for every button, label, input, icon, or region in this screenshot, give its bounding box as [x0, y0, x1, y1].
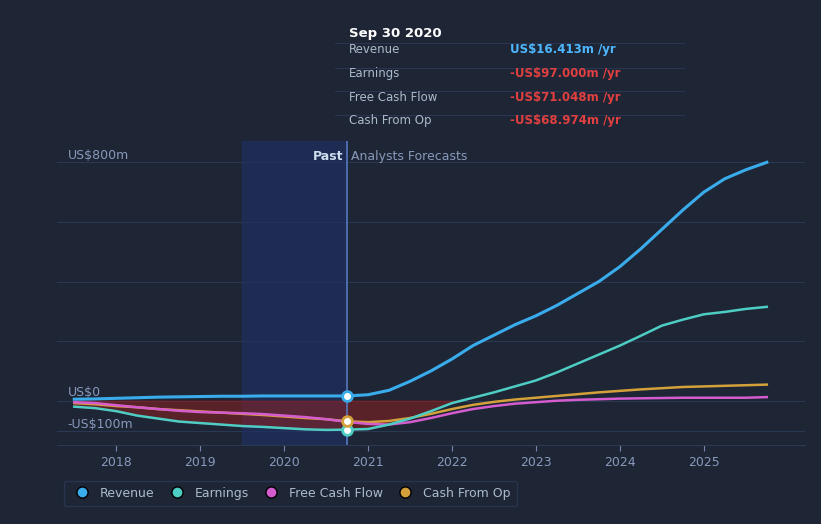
- Bar: [242, 141, 347, 445]
- Text: Cash From Op: Cash From Op: [349, 114, 432, 127]
- Text: Free Cash Flow: Free Cash Flow: [349, 91, 438, 104]
- Text: -US$68.974m /yr: -US$68.974m /yr: [510, 114, 621, 127]
- Text: US$16.413m /yr: US$16.413m /yr: [510, 43, 616, 56]
- Text: -US$97.000m /yr: -US$97.000m /yr: [510, 67, 621, 80]
- Text: US$0: US$0: [67, 386, 101, 399]
- Text: US$800m: US$800m: [67, 149, 129, 162]
- Legend: Revenue, Earnings, Free Cash Flow, Cash From Op: Revenue, Earnings, Free Cash Flow, Cash …: [64, 481, 516, 506]
- Text: Revenue: Revenue: [349, 43, 401, 56]
- Text: Past: Past: [312, 150, 343, 163]
- Text: Analysts Forecasts: Analysts Forecasts: [351, 150, 468, 163]
- Text: -US$71.048m /yr: -US$71.048m /yr: [510, 91, 621, 104]
- Text: Sep 30 2020: Sep 30 2020: [349, 27, 442, 40]
- Text: -US$100m: -US$100m: [67, 418, 133, 431]
- Text: Earnings: Earnings: [349, 67, 401, 80]
